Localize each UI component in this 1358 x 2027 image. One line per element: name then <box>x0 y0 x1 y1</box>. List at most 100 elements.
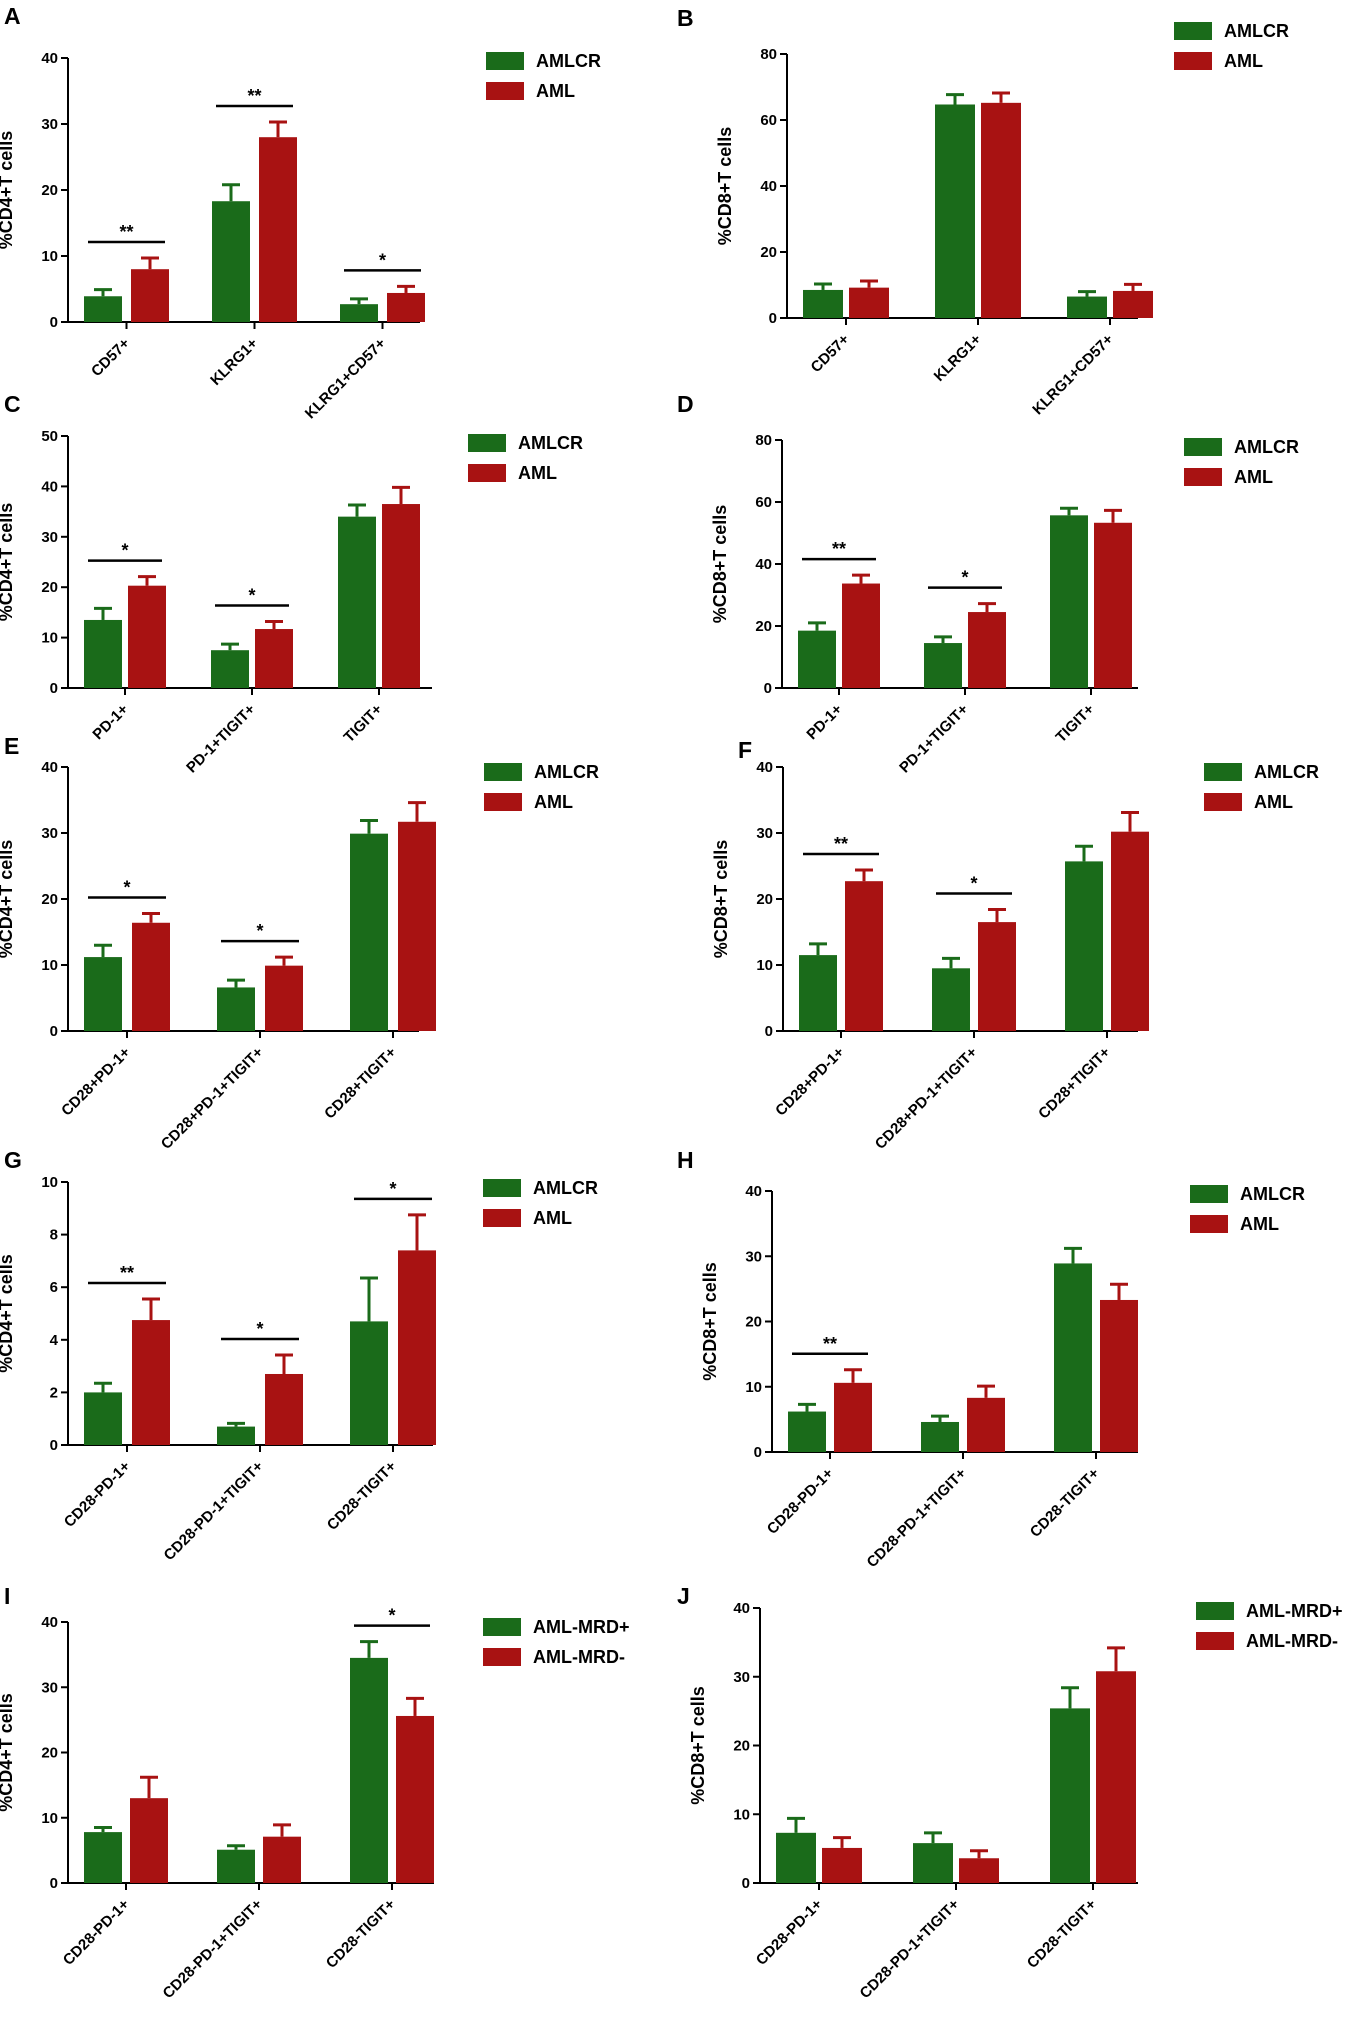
y-tick-label: 10 <box>745 1379 762 1396</box>
y-tick-label: 20 <box>733 1738 750 1755</box>
y-tick-label: 8 <box>50 1227 58 1244</box>
y-tick-label: 20 <box>41 891 58 908</box>
bar-aml-1 <box>978 922 1016 1031</box>
panel-a: A %CD4+T cells 0 10 20 30 40 CD57+ ** KLRG1+ ** KLR… <box>0 3 601 422</box>
y-tick-label: 30 <box>756 825 773 842</box>
category-label-c-0: PD-1+ <box>89 701 132 744</box>
legend-swatch-0 <box>1190 1185 1228 1203</box>
category-label-a-0: CD57+ <box>88 335 134 381</box>
legend-label-amlcr: AMLCR <box>533 1178 598 1198</box>
bar-amlcr-2 <box>350 833 388 1031</box>
bar-amlcr-0 <box>799 955 837 1031</box>
significance-marker-d-0: ** <box>832 539 846 559</box>
bar-aml-mrd--1 <box>959 1858 999 1883</box>
significance-marker-g-2: * <box>389 1179 396 1199</box>
bar-aml-0 <box>132 922 170 1031</box>
bar-amlcr-2 <box>1050 515 1088 688</box>
category-label-i-1: CD28-PD-1+TIGIT+ <box>159 1896 265 2002</box>
legend-label-aml-mrd-: AML-MRD- <box>533 1647 625 1667</box>
bar-amlcr-2 <box>340 304 378 322</box>
legend-swatch-1 <box>486 82 524 100</box>
y-axis-label-j: %CD8+T cells <box>688 1686 708 1805</box>
significance-marker-f-1: * <box>970 874 977 894</box>
legend-label-aml: AML <box>533 1208 572 1228</box>
y-tick-label: 60 <box>755 494 772 511</box>
bar-aml-mrd--1 <box>263 1836 301 1883</box>
panel-i: I %CD4+T cells 0 10 20 30 40 CD28-PD-1+ CD28-PD-… <box>0 1583 630 2002</box>
legend-swatch-1 <box>1184 468 1222 486</box>
y-tick-label: 0 <box>754 1444 762 1461</box>
category-label-a-2: KLRG1+CD57+ <box>302 335 390 423</box>
y-tick-label: 20 <box>41 182 58 199</box>
y-axis-label-c: %CD4+T cells <box>0 503 16 622</box>
y-axis-label-b: %CD8+T cells <box>715 127 735 246</box>
y-axis-label-g: %CD4+T cells <box>0 1254 16 1373</box>
panel-label-a: A <box>4 3 21 29</box>
y-tick-label: 10 <box>41 248 58 265</box>
y-tick-label: 0 <box>50 1875 58 1892</box>
bar-amlcr-1 <box>935 104 975 319</box>
panel-label-c: C <box>4 391 21 417</box>
bar-aml-mrd--0 <box>822 1847 862 1883</box>
category-label-f-0: CD28+PD-1+ <box>772 1044 848 1120</box>
y-tick-label: 30 <box>745 1248 762 1265</box>
bar-amlcr-0 <box>788 1411 826 1452</box>
category-label-g-2: CD28-TIGIT+ <box>324 1458 400 1534</box>
legend-label-amlcr: AMLCR <box>1224 21 1289 41</box>
category-label-j-1: CD28-PD-1+TIGIT+ <box>856 1896 962 2002</box>
bar-aml-mrd+-1 <box>913 1843 953 1883</box>
bar-amlcr-2 <box>1065 861 1103 1031</box>
y-tick-label: 0 <box>50 1437 58 1454</box>
y-axis-label-a: %CD4+T cells <box>0 131 16 250</box>
legend-label-aml-mrd+: AML-MRD+ <box>1246 1601 1343 1621</box>
legend-label-amlcr: AMLCR <box>518 433 583 453</box>
y-tick-label: 20 <box>41 1745 58 1762</box>
y-tick-label: 20 <box>745 1314 762 1331</box>
bar-amlcr-1 <box>932 968 970 1031</box>
legend-label-aml: AML <box>1254 792 1293 812</box>
bar-aml-mrd+-2 <box>350 1657 388 1883</box>
significance-marker-e-0: * <box>123 878 130 898</box>
panel-j: J %CD8+T cells 0 10 20 30 40 CD28-PD-1+ CD28-PD-… <box>677 1583 1343 2002</box>
bar-aml-2 <box>398 1250 436 1445</box>
category-label-f-1: CD28+PD-1+TIGIT+ <box>872 1044 981 1153</box>
bar-aml-0 <box>128 585 166 688</box>
panel-e: E %CD4+T cells 0 10 20 30 40 CD28+PD-1+ * CD28+PD… <box>0 733 599 1153</box>
significance-marker-h-0: ** <box>823 1334 837 1354</box>
bar-aml-2 <box>387 292 425 322</box>
panel-label-d: D <box>677 391 694 417</box>
category-label-d-1: PD-1+TIGIT+ <box>896 701 972 777</box>
y-tick-label: 4 <box>50 1332 59 1349</box>
legend-label-amlcr: AMLCR <box>1254 762 1319 782</box>
y-tick-label: 40 <box>755 556 772 573</box>
panel-label-g: G <box>4 1147 22 1173</box>
panel-f: F %CD8+T cells 0 10 20 30 40 CD28+PD-1+ ** CD28+P… <box>711 737 1319 1153</box>
legend-label-amlcr: AMLCR <box>534 762 599 782</box>
legend-swatch-0 <box>484 763 522 781</box>
legend-label-aml: AML <box>534 792 573 812</box>
y-tick-label: 40 <box>733 1600 750 1617</box>
bar-aml-1 <box>265 1373 303 1445</box>
bar-amlcr-0 <box>803 289 843 318</box>
y-tick-label: 2 <box>50 1384 58 1401</box>
bar-aml-0 <box>834 1382 872 1452</box>
category-label-j-2: CD28-TIGIT+ <box>1024 1896 1100 1972</box>
bar-aml-mrd--0 <box>130 1798 168 1883</box>
y-tick-label: 20 <box>756 891 773 908</box>
bar-aml-1 <box>255 629 293 688</box>
legend-swatch-1 <box>1196 1632 1234 1650</box>
bar-amlcr-0 <box>84 1392 122 1445</box>
y-tick-label: 10 <box>733 1806 750 1823</box>
y-tick-label: 30 <box>41 116 58 133</box>
y-tick-label: 0 <box>769 310 777 327</box>
significance-marker-f-0: ** <box>834 834 848 854</box>
category-label-i-2: CD28-TIGIT+ <box>323 1896 399 1972</box>
panel-d: D %CD8+T cells 0 20 40 60 80 PD-1+ ** PD-1+TIGIT+… <box>677 391 1299 776</box>
bar-aml-mrd+-0 <box>776 1832 816 1883</box>
category-label-c-1: PD-1+TIGIT+ <box>183 701 259 777</box>
y-axis-label-f: %CD8+T cells <box>711 840 731 959</box>
panel-label-b: B <box>677 5 694 31</box>
bar-amlcr-1 <box>211 650 249 688</box>
category-label-h-1: CD28-PD-1+TIGIT+ <box>863 1465 969 1571</box>
